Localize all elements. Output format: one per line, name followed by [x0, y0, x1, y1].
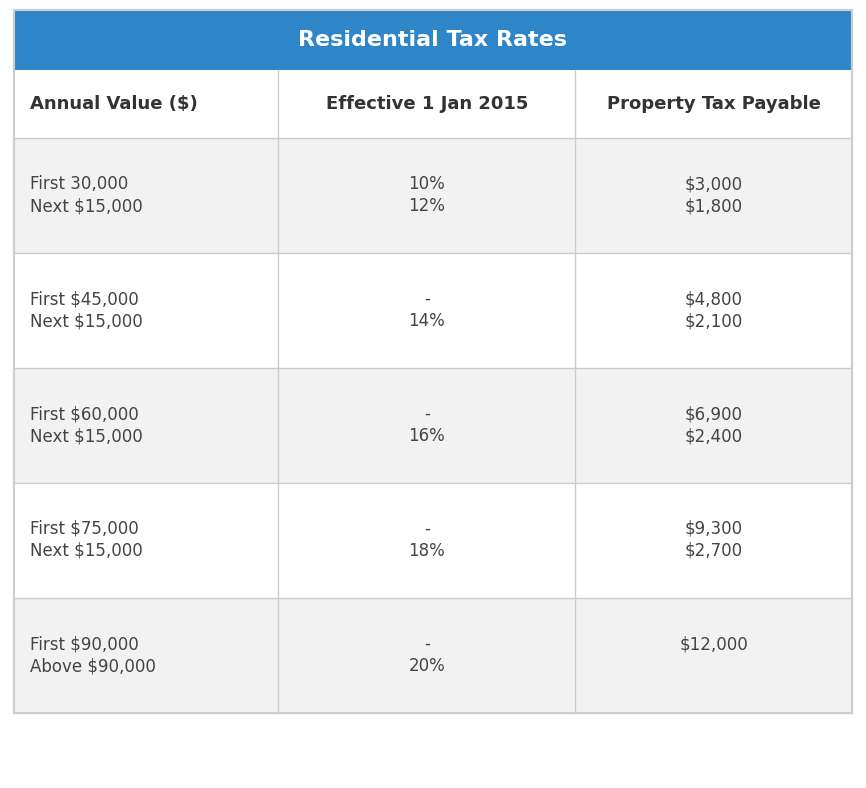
Text: -: -: [423, 290, 430, 308]
Text: $4,800: $4,800: [685, 290, 743, 308]
Text: Effective 1 Jan 2015: Effective 1 Jan 2015: [326, 95, 528, 113]
Text: 20%: 20%: [409, 657, 445, 675]
Text: -: -: [423, 405, 430, 423]
Text: 12%: 12%: [408, 197, 445, 215]
Text: Next $15,000: Next $15,000: [29, 312, 143, 330]
Text: 18%: 18%: [409, 542, 445, 560]
Text: First $45,000: First $45,000: [29, 290, 139, 308]
Text: First $60,000: First $60,000: [29, 405, 139, 423]
Text: Above $90,000: Above $90,000: [29, 657, 156, 675]
Bar: [14, 70, 852, 138]
Text: 10%: 10%: [409, 175, 445, 193]
Text: $2,400: $2,400: [685, 427, 743, 445]
Text: Next $15,000: Next $15,000: [29, 197, 143, 215]
Text: First $90,000: First $90,000: [29, 635, 139, 653]
Text: $12,000: $12,000: [679, 635, 748, 653]
Text: Annual Value ($): Annual Value ($): [29, 95, 197, 113]
Bar: [14, 253, 852, 368]
Text: Residential Tax Rates: Residential Tax Rates: [299, 30, 567, 50]
Text: Next $15,000: Next $15,000: [29, 542, 143, 560]
Text: $9,300: $9,300: [685, 520, 743, 538]
Text: $6,900: $6,900: [685, 405, 743, 423]
Text: $2,100: $2,100: [685, 312, 743, 330]
Bar: [14, 10, 852, 713]
Text: Property Tax Payable: Property Tax Payable: [607, 95, 821, 113]
Text: First $75,000: First $75,000: [29, 520, 139, 538]
Text: $1,800: $1,800: [685, 197, 743, 215]
Text: First 30,000: First 30,000: [29, 175, 128, 193]
Text: Next $15,000: Next $15,000: [29, 427, 143, 445]
Text: -: -: [423, 635, 430, 653]
Bar: [14, 368, 852, 483]
Text: $2,700: $2,700: [685, 542, 743, 560]
Bar: [14, 10, 852, 70]
Text: 16%: 16%: [409, 427, 445, 445]
Text: $3,000: $3,000: [685, 175, 743, 193]
Text: -: -: [423, 520, 430, 538]
Bar: [14, 598, 852, 713]
Bar: [14, 138, 852, 253]
Bar: [14, 483, 852, 598]
Text: 14%: 14%: [409, 312, 445, 330]
